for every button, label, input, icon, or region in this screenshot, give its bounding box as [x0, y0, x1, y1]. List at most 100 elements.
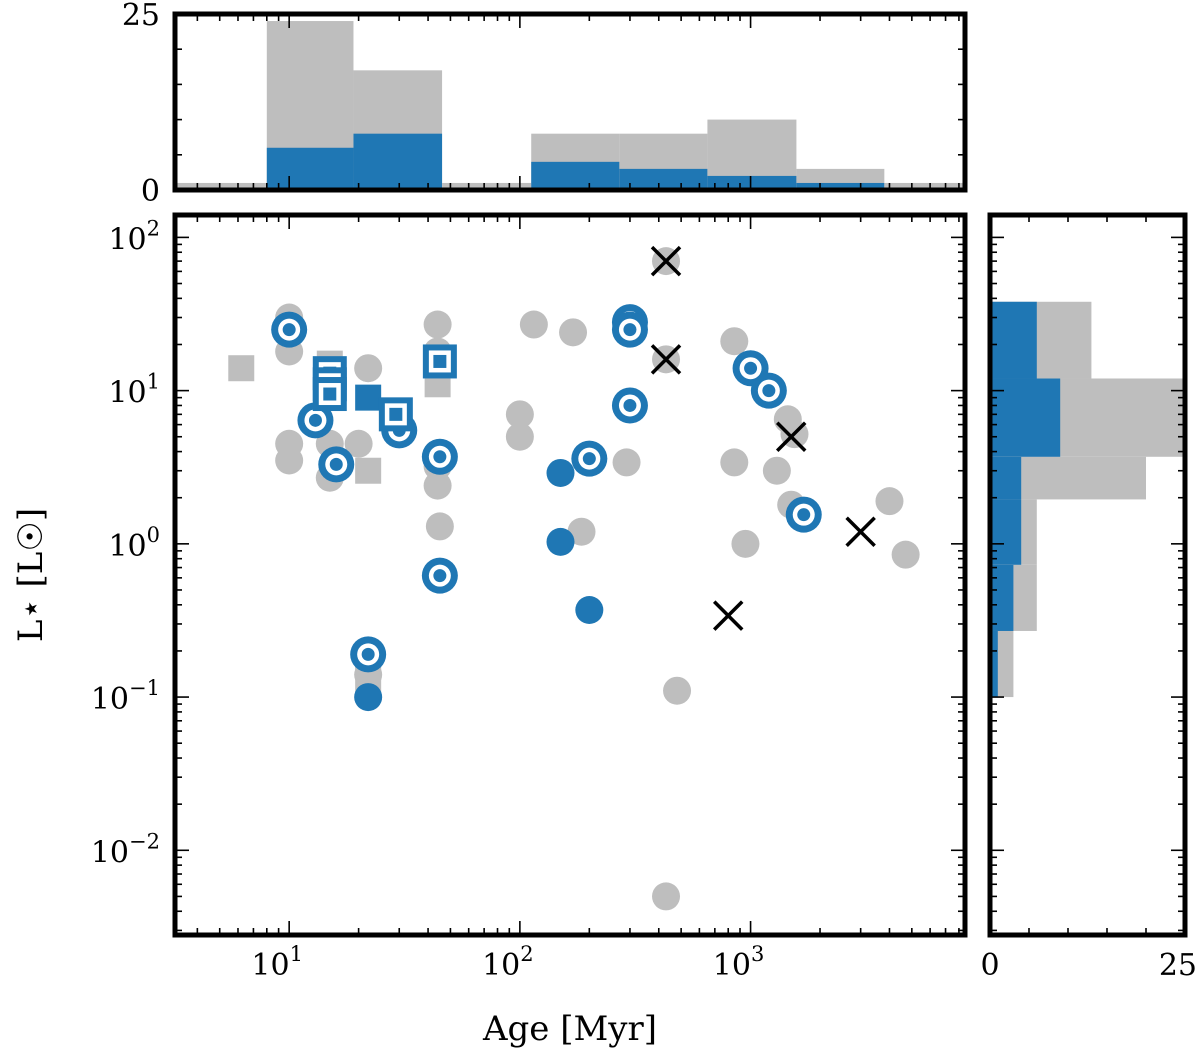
cross-stroke: [650, 344, 682, 375]
series-black-crosses: [650, 245, 876, 631]
axis-labels: Age [Myr] L⋆ [L☉]: [11, 508, 657, 1049]
data-point: [720, 327, 749, 356]
ring-inner: [762, 384, 776, 398]
ring-inner: [308, 413, 322, 427]
data-point: [712, 600, 744, 631]
right-hist-x-tick-label: 25: [1159, 948, 1197, 983]
top-hist-bar-blue: [619, 168, 708, 190]
data-point: [785, 496, 822, 533]
top-hist-bar-blue: [707, 175, 797, 190]
top-histogram: 0 25: [122, 0, 968, 209]
data-point: [354, 354, 383, 383]
data-point: [720, 448, 749, 477]
data-point: [505, 422, 534, 451]
data-point: [378, 397, 413, 432]
data-point: [663, 676, 692, 705]
ring-inner: [623, 398, 637, 412]
data-point: [275, 446, 304, 475]
series-blue-filled-squares: [355, 384, 382, 411]
data-point: [271, 311, 308, 348]
data-point: [519, 310, 548, 339]
series-blue-ringed-squares: [312, 344, 457, 432]
x-axis-label: Age [Myr]: [482, 1009, 657, 1049]
data-point: [546, 527, 575, 556]
ring-inner: [582, 452, 596, 466]
right-hist-bar-blue: [990, 378, 1061, 457]
tick-exponent: 3: [751, 942, 764, 966]
data-point: [546, 458, 575, 487]
top-hist-bar-total: [884, 182, 965, 190]
data-point: [344, 429, 373, 458]
right-hist-bar-blue: [990, 301, 1037, 379]
ring-inner: [361, 647, 375, 661]
ring-inner: [797, 508, 811, 522]
y-tick-label: 10−2: [91, 829, 160, 870]
data-point: [652, 882, 681, 911]
data-point: [421, 557, 458, 594]
y-tick-label: 100: [108, 523, 160, 564]
tick-exponent: −1: [129, 676, 160, 700]
top-hist-bar-blue: [796, 182, 885, 190]
data-point: [612, 448, 641, 477]
right-hist-x-tick-label: 0: [980, 948, 999, 983]
data-point: [297, 402, 334, 439]
series-blue-filled-circles: [354, 458, 604, 712]
ring-inner: [323, 387, 337, 401]
right-hist-frame: [987, 212, 1188, 938]
y-axis-label: L⋆ [L☉]: [11, 508, 51, 642]
series-blue-ringed-circles: [271, 304, 822, 673]
data-point: [571, 440, 608, 477]
ring-inner: [433, 569, 447, 583]
main-plot-frame: [172, 212, 968, 938]
data-point: [567, 517, 596, 546]
top-hist-y-tick-label: 0: [141, 174, 160, 209]
cross-stroke: [845, 516, 876, 547]
cross-stroke: [650, 245, 682, 277]
data-point: [611, 387, 648, 424]
top-hist-bar-blue: [353, 133, 443, 190]
ring-inner: [282, 323, 296, 337]
ring-inner: [389, 407, 403, 421]
data-point: [354, 683, 383, 712]
x-tick-label: 101: [251, 942, 303, 983]
top-hist-bar-total: [175, 182, 267, 190]
cross-stroke: [712, 600, 744, 631]
top-hist-frame: [172, 11, 968, 193]
ring-inner: [623, 323, 637, 337]
tick-base: 10: [482, 948, 520, 983]
tick-base: 10: [108, 222, 146, 257]
right-hist-bar-blue: [990, 499, 1022, 565]
x-tick-label: 103: [713, 942, 765, 983]
tick-exponent: 2: [147, 216, 160, 240]
top-hist-bar-blue: [266, 147, 354, 190]
data-point: [505, 400, 534, 429]
tick-exponent: −2: [129, 829, 160, 853]
tick-base: 10: [108, 529, 146, 564]
tick-exponent: 1: [147, 370, 160, 394]
tick-base: 10: [251, 948, 289, 983]
cross-stroke: [775, 421, 807, 452]
data-point: [775, 421, 807, 452]
data-point: [891, 540, 920, 569]
tick-base: 10: [713, 948, 751, 983]
ring-inner: [433, 450, 447, 464]
data-point: [355, 457, 382, 484]
data-point: [731, 529, 760, 558]
data-point: [650, 344, 682, 375]
right-hist-bar-blue: [990, 630, 998, 698]
data-point: [318, 446, 355, 483]
right-histogram: 0 25: [980, 212, 1197, 983]
ring-inner: [744, 361, 758, 375]
data-point: [423, 310, 452, 339]
data-point: [575, 596, 604, 625]
data-point: [875, 487, 904, 516]
tick-base: 10: [108, 376, 146, 411]
data-point: [845, 516, 876, 547]
data-point: [312, 377, 347, 412]
tick-base: 10: [91, 682, 129, 717]
tick-base: 10: [91, 835, 129, 870]
data-point: [350, 636, 387, 673]
data-point: [422, 344, 457, 379]
tick-exponent: 1: [290, 942, 303, 966]
